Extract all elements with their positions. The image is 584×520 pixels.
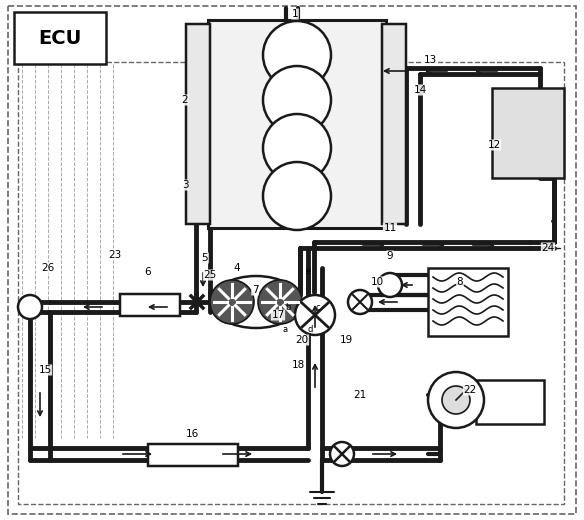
Circle shape [330,442,354,466]
Circle shape [378,273,402,297]
Circle shape [442,386,470,414]
FancyBboxPatch shape [476,380,544,424]
Text: 23: 23 [109,250,121,260]
Text: 10: 10 [370,277,384,287]
Text: a: a [283,326,287,334]
Circle shape [263,21,331,89]
FancyBboxPatch shape [428,268,508,336]
Text: ECU: ECU [39,29,82,47]
Text: 6: 6 [145,267,151,277]
Text: 25: 25 [203,270,217,280]
Text: 13: 13 [423,55,437,65]
FancyBboxPatch shape [208,20,386,228]
Ellipse shape [258,280,302,324]
Text: 24: 24 [541,243,555,253]
Text: 26: 26 [41,263,55,273]
Circle shape [428,372,484,428]
Circle shape [263,66,331,134]
Text: 3: 3 [182,180,188,190]
Circle shape [295,295,335,335]
Text: d: d [307,326,312,334]
Text: 18: 18 [291,360,305,370]
Circle shape [18,295,42,319]
Text: 14: 14 [413,85,427,95]
Text: 11: 11 [383,223,397,233]
Text: 1: 1 [291,9,298,19]
Text: 15: 15 [39,365,51,375]
FancyBboxPatch shape [14,12,106,64]
Text: 19: 19 [339,335,353,345]
Text: 17: 17 [272,310,284,320]
Text: 9: 9 [387,251,393,261]
Text: 2: 2 [182,95,188,105]
Text: e: e [305,267,311,277]
Bar [18,62,564,504]
FancyBboxPatch shape [148,444,238,466]
Text: 22: 22 [463,385,477,395]
Text: c: c [316,304,320,313]
Text: 5: 5 [201,253,208,263]
Ellipse shape [211,276,301,328]
Text: 16: 16 [185,429,199,439]
Text: 21: 21 [353,390,367,400]
Text: 12: 12 [488,140,500,150]
FancyBboxPatch shape [492,88,564,178]
FancyBboxPatch shape [382,24,406,224]
Circle shape [263,162,331,230]
Text: b: b [286,304,291,313]
Ellipse shape [210,280,254,324]
Circle shape [348,290,372,314]
FancyBboxPatch shape [186,24,210,224]
Circle shape [263,114,331,182]
Text: 4: 4 [234,263,240,273]
FancyBboxPatch shape [120,294,180,316]
Text: 8: 8 [457,277,463,287]
Text: 7: 7 [252,285,258,295]
Text: 20: 20 [296,335,308,345]
